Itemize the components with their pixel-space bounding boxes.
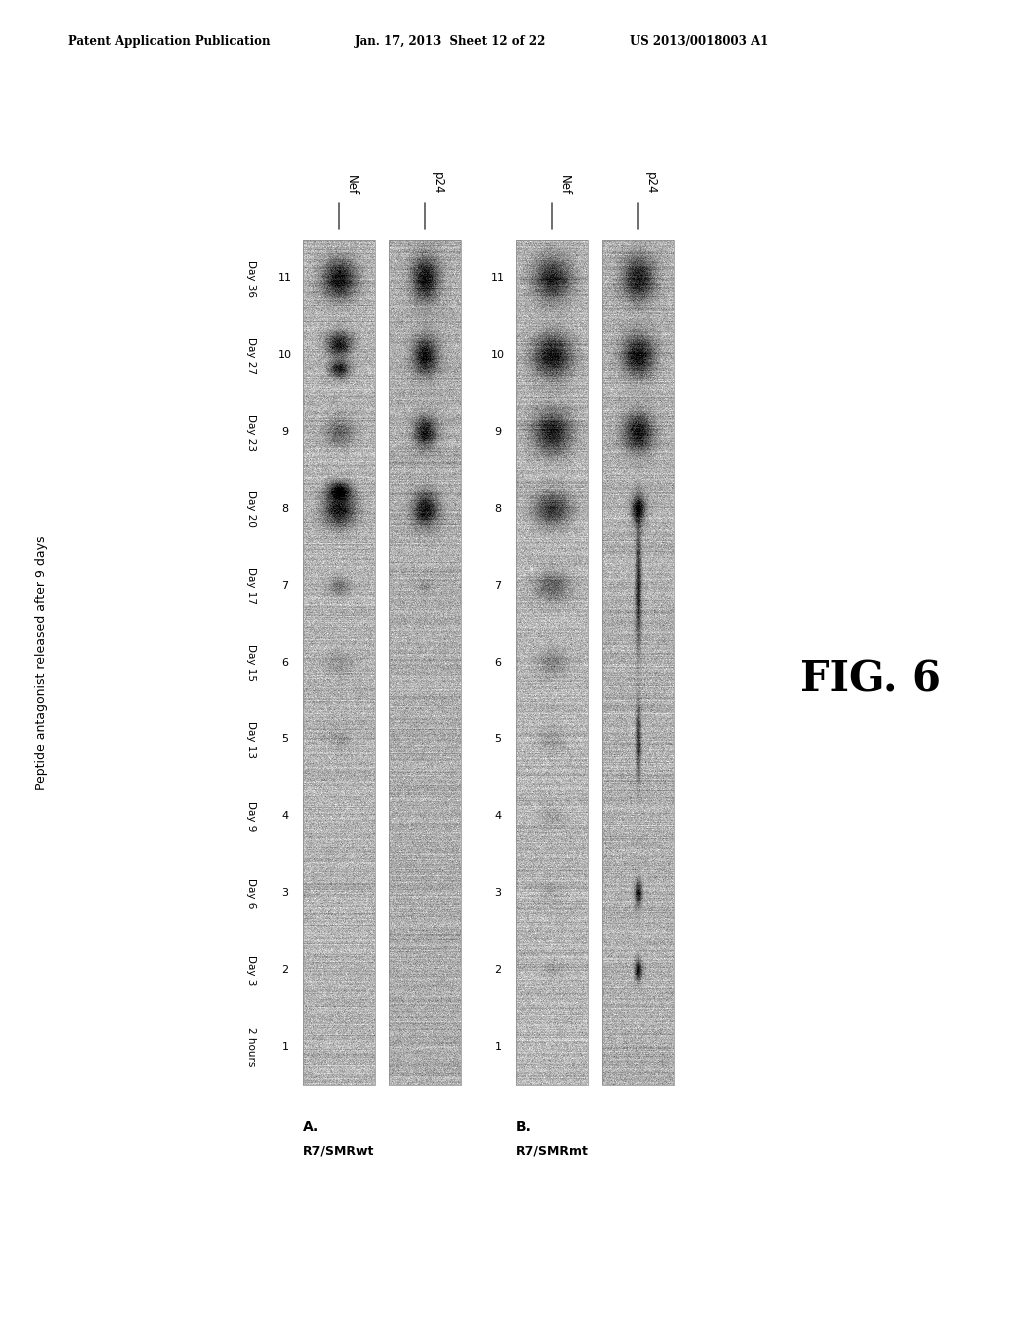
Text: 10: 10 [490, 350, 505, 360]
Text: 4: 4 [495, 810, 502, 821]
Text: 8: 8 [282, 504, 289, 513]
Text: Day 15: Day 15 [246, 644, 256, 681]
Text: 2: 2 [495, 965, 502, 974]
Text: Day 6: Day 6 [246, 878, 256, 908]
Text: Day 17: Day 17 [246, 568, 256, 605]
Text: 5: 5 [495, 734, 502, 744]
Text: R7/SMRwt: R7/SMRwt [303, 1144, 375, 1158]
Text: 1: 1 [495, 1041, 502, 1052]
Text: 3: 3 [282, 888, 289, 898]
Text: 9: 9 [282, 428, 289, 437]
Text: FIG. 6: FIG. 6 [800, 659, 941, 701]
Text: 7: 7 [282, 581, 289, 590]
Text: Day 27: Day 27 [246, 337, 256, 374]
Bar [516, 240, 588, 1085]
Text: 3: 3 [495, 888, 502, 898]
Text: 11: 11 [490, 273, 505, 284]
Text: Day 20: Day 20 [246, 491, 256, 527]
Text: 6: 6 [495, 657, 502, 668]
Text: R7/SMRmt: R7/SMRmt [516, 1144, 589, 1158]
Text: 6: 6 [282, 657, 289, 668]
Text: 2 hours: 2 hours [246, 1027, 256, 1067]
Text: Day 36: Day 36 [246, 260, 256, 297]
Bar [303, 240, 375, 1085]
Text: 4: 4 [282, 810, 289, 821]
Text: 8: 8 [495, 504, 502, 513]
Text: 5: 5 [282, 734, 289, 744]
Text: 2: 2 [282, 965, 289, 974]
Text: Day 3: Day 3 [246, 954, 256, 985]
Text: 9: 9 [495, 428, 502, 437]
Bar [389, 240, 461, 1085]
Text: p24: p24 [431, 173, 444, 195]
Text: Day 23: Day 23 [246, 413, 256, 450]
Text: Jan. 17, 2013  Sheet 12 of 22: Jan. 17, 2013 Sheet 12 of 22 [355, 36, 547, 48]
Text: Peptide antagonist released after 9 days: Peptide antagonist released after 9 days [36, 535, 48, 789]
Text: p24: p24 [644, 173, 657, 195]
Text: Day 13: Day 13 [246, 721, 256, 758]
Text: 1: 1 [282, 1041, 289, 1052]
Text: 10: 10 [278, 350, 292, 360]
Text: Day 9: Day 9 [246, 801, 256, 832]
Text: Nef: Nef [345, 174, 358, 195]
Text: Nef: Nef [558, 174, 571, 195]
Text: A.: A. [303, 1119, 319, 1134]
Text: B.: B. [516, 1119, 531, 1134]
Text: 11: 11 [278, 273, 292, 284]
Bar [602, 240, 674, 1085]
Text: US 2013/0018003 A1: US 2013/0018003 A1 [630, 36, 768, 48]
Text: Patent Application Publication: Patent Application Publication [68, 36, 270, 48]
Text: 7: 7 [495, 581, 502, 590]
